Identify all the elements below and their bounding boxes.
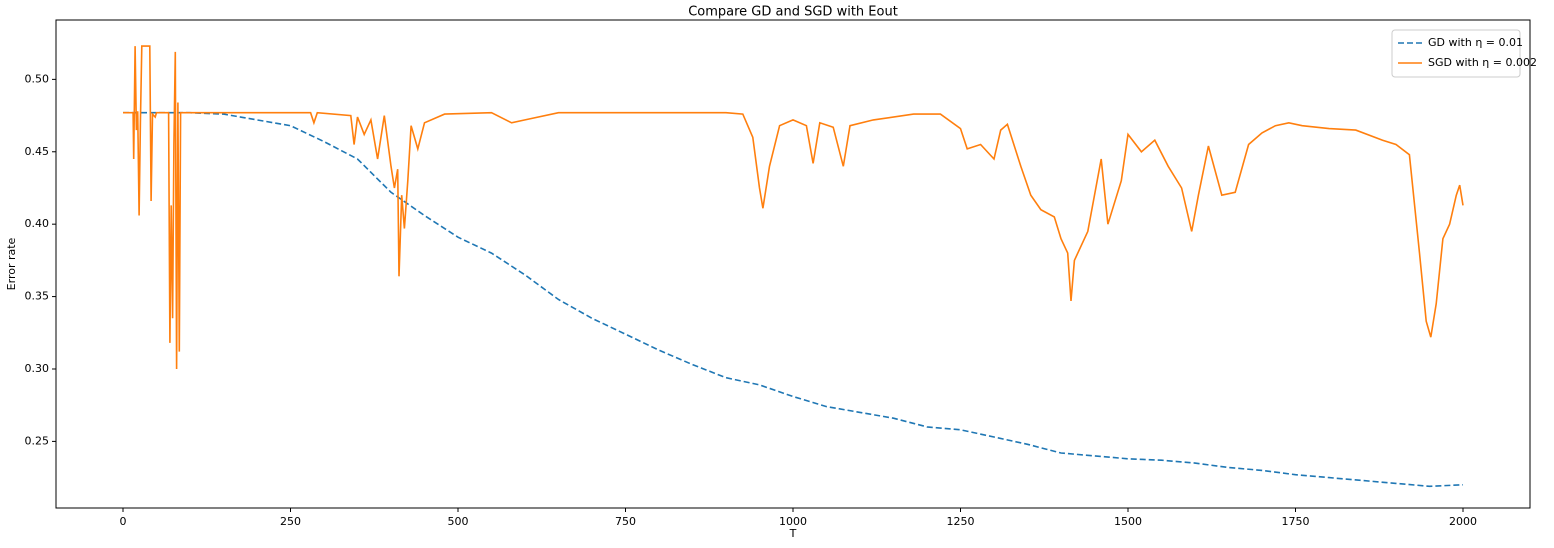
y-tick-label: 0.50 <box>25 72 50 85</box>
x-tick-label: 2000 <box>1449 515 1477 528</box>
legend-box <box>1391 29 1521 78</box>
x-axis-label: T <box>789 527 797 540</box>
series-line <box>123 111 1464 488</box>
x-tick-label: 1500 <box>1114 515 1142 528</box>
y-tick-label: 0.25 <box>25 434 50 447</box>
x-tick-label: 500 <box>448 515 469 528</box>
legend-label: SGD with η = 0.002 <box>1428 56 1537 69</box>
x-tick-label: 1250 <box>947 515 975 528</box>
y-tick-label: 0.40 <box>25 217 50 230</box>
y-tick-label: 0.30 <box>25 362 50 375</box>
chart-title: Compare GD and SGD with Eout <box>688 5 898 20</box>
x-tick-label: 250 <box>280 515 301 528</box>
plot-frame <box>55 19 1531 509</box>
series-line <box>123 45 1464 370</box>
y-axis-label: Error rate <box>5 237 18 290</box>
x-tick-label: 1000 <box>779 515 807 528</box>
legend-label: GD with η = 0.01 <box>1428 36 1523 49</box>
x-tick-label: 0 <box>120 515 127 528</box>
x-tick-label: 1750 <box>1282 515 1310 528</box>
y-tick-label: 0.45 <box>25 145 50 158</box>
x-tick-label: 750 <box>615 515 636 528</box>
y-tick-label: 0.35 <box>25 290 50 303</box>
